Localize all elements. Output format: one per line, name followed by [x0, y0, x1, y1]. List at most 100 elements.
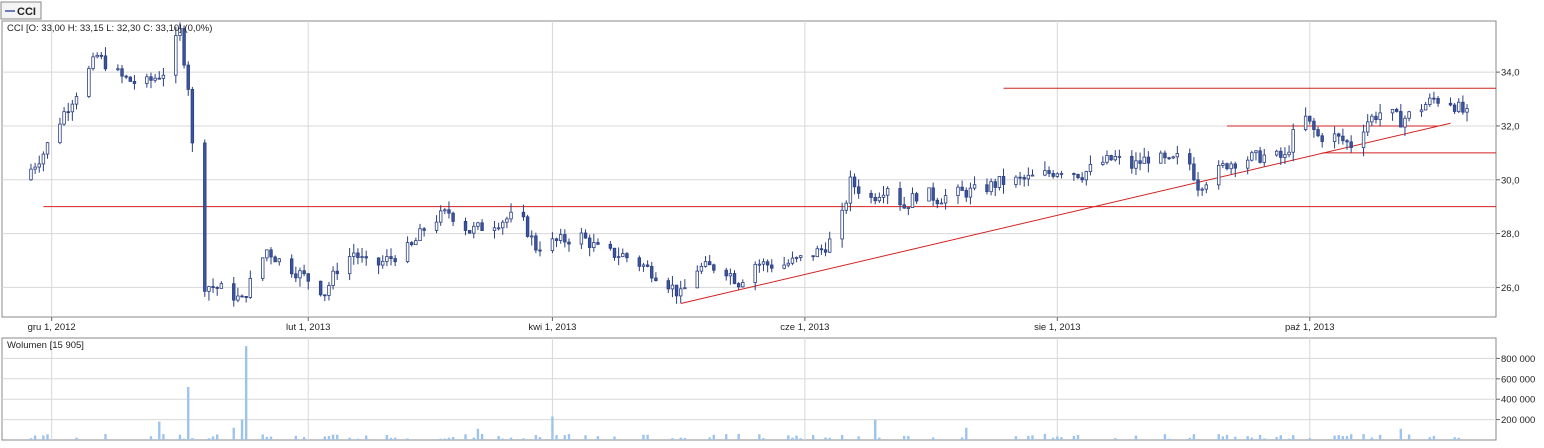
candle [190, 86, 195, 152]
candle-body [579, 232, 584, 245]
candle-body [434, 221, 439, 231]
candle [45, 141, 50, 159]
volume-bar [795, 435, 798, 440]
candle-body [41, 153, 46, 165]
volume-bar [1051, 437, 1055, 440]
candle-body [621, 253, 625, 258]
candle [910, 187, 915, 208]
candle [1171, 155, 1175, 160]
candle-body [1014, 176, 1018, 185]
candle [87, 65, 91, 99]
candle-body [203, 142, 207, 292]
candle-body [236, 295, 240, 301]
legend-tab[interactable]: CCI [0, 1, 42, 20]
candle-body [1084, 171, 1088, 181]
candle-body [1279, 150, 1283, 158]
candle-body [823, 249, 828, 253]
volume-bar [207, 438, 211, 440]
candle-body [811, 255, 815, 258]
volume-bar [567, 434, 571, 440]
candle [480, 219, 484, 231]
candle [66, 102, 70, 121]
candle-body [1349, 141, 1353, 148]
candle-body [534, 235, 538, 251]
volume-bar [708, 437, 711, 440]
candle [840, 202, 844, 248]
candle [985, 178, 989, 195]
candle [335, 262, 339, 280]
candle [935, 197, 940, 209]
candle [277, 258, 281, 266]
volume-bar [1225, 434, 1229, 440]
volume-bar [1453, 437, 1456, 440]
candle-body [902, 204, 906, 209]
volume-bar [1163, 434, 1167, 440]
candle [1022, 174, 1026, 187]
volume-y-tick-label: 600 000 [1501, 374, 1535, 385]
volume-bar [1076, 435, 1080, 440]
candle-body [1423, 104, 1428, 111]
candle-body [1072, 173, 1076, 175]
candle [434, 215, 439, 234]
legend-tab-label: CCI [17, 6, 36, 18]
candle-body [819, 248, 824, 251]
volume-bar [182, 438, 186, 440]
candle-body [414, 240, 418, 246]
candle-body [405, 242, 410, 263]
candle [587, 234, 592, 257]
candle-body [538, 249, 542, 252]
candle-body [124, 75, 128, 78]
candle [732, 270, 737, 285]
candle-body [753, 263, 757, 283]
candle [1217, 160, 1221, 190]
volume-bar [211, 436, 215, 440]
volume-bar [1292, 435, 1295, 440]
candle [1457, 98, 1461, 114]
candle-body [323, 294, 327, 297]
candle [521, 204, 526, 221]
candle [960, 180, 964, 191]
candle-body [248, 278, 253, 298]
candle [29, 163, 33, 181]
candle [501, 220, 505, 235]
candle-body [1105, 155, 1109, 163]
candle [989, 178, 993, 196]
candle [654, 272, 658, 282]
candle-body [331, 270, 335, 286]
candle [1399, 104, 1403, 128]
candle-body [525, 216, 530, 237]
candle [1192, 157, 1196, 182]
volume-bar [824, 437, 827, 440]
candle-body [215, 287, 219, 289]
candle-body [265, 249, 269, 259]
candle [203, 139, 207, 297]
candle-body [521, 211, 526, 218]
candle-body [211, 286, 215, 288]
candle-body [931, 187, 935, 201]
candle-body [1026, 174, 1031, 180]
candle [323, 294, 327, 302]
volume-panel-title: Wolumen [15 905] [7, 340, 84, 351]
y-tick-label: 30,0 [1501, 175, 1520, 186]
candle [873, 193, 877, 205]
volume-bar [538, 437, 542, 440]
candle-body [1047, 170, 1051, 174]
candle [33, 162, 37, 174]
candle [99, 52, 104, 60]
candle-body [347, 256, 352, 275]
candle [385, 249, 389, 267]
volume-bar [294, 435, 298, 440]
candle-body [1022, 177, 1026, 180]
candle-body [699, 265, 704, 272]
volume-bar [1362, 433, 1365, 440]
volume-bar [1333, 435, 1336, 440]
candle-body [1436, 98, 1440, 104]
trend-line [680, 122, 1451, 305]
candle-body [335, 270, 339, 275]
candle-body [467, 230, 472, 234]
volume-bar [149, 436, 153, 440]
volume-bar [1345, 436, 1349, 440]
candle [1432, 91, 1436, 104]
volume-bar [787, 435, 790, 440]
candle [116, 64, 120, 72]
